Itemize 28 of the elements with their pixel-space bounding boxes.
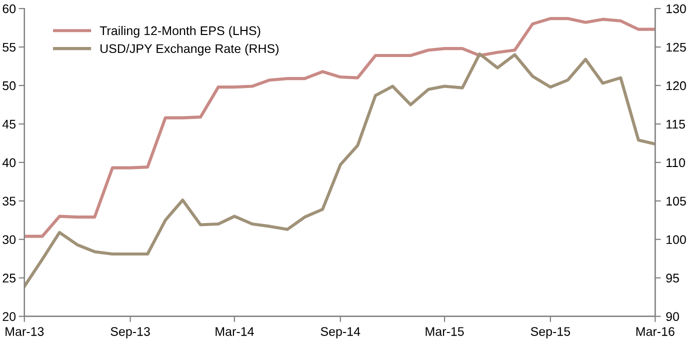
line-series (24, 17, 656, 238)
legend-label: Trailing 12-Month EPS (LHS) (100, 26, 260, 38)
y2-tick-label: 105 (666, 196, 686, 206)
x-tick-label: Sep-15 (530, 327, 570, 338)
y-tick-label: 30 (2, 235, 16, 244)
x-tick-label: Sep-14 (320, 327, 360, 338)
y-tick-label: 40 (2, 158, 16, 168)
x-tick-label: Mar-16 (636, 327, 674, 336)
y2-tick-label: 115 (666, 120, 686, 129)
y-tick-label: 35 (2, 196, 16, 206)
legend-label: USD/JPY Exchange Rate (RHS) (100, 44, 278, 56)
x-tick-label: Mar-13 (6, 327, 44, 336)
y2-tick-label: 120 (666, 81, 686, 90)
y2-tick-label: 110 (666, 158, 686, 168)
y-tick-label: 60 (2, 4, 16, 14)
y-tick-label: 20 (2, 312, 16, 321)
x-tick-label: Mar-14 (216, 327, 254, 336)
y2-tick-label: 125 (666, 42, 686, 52)
y-tick-label: 45 (2, 120, 16, 129)
y-tick-label: 55 (2, 42, 16, 52)
x-tick-label: Sep-13 (110, 327, 150, 338)
y2-tick-label: 100 (666, 235, 686, 244)
y2-tick-label: 90 (666, 312, 680, 321)
y-tick-label: 25 (2, 274, 16, 283)
y2-tick-label: 130 (666, 4, 686, 14)
y-tick-label: 50 (2, 81, 16, 90)
y2-tick-label: 95 (666, 274, 679, 283)
x-tick-label: Mar-15 (426, 327, 464, 336)
